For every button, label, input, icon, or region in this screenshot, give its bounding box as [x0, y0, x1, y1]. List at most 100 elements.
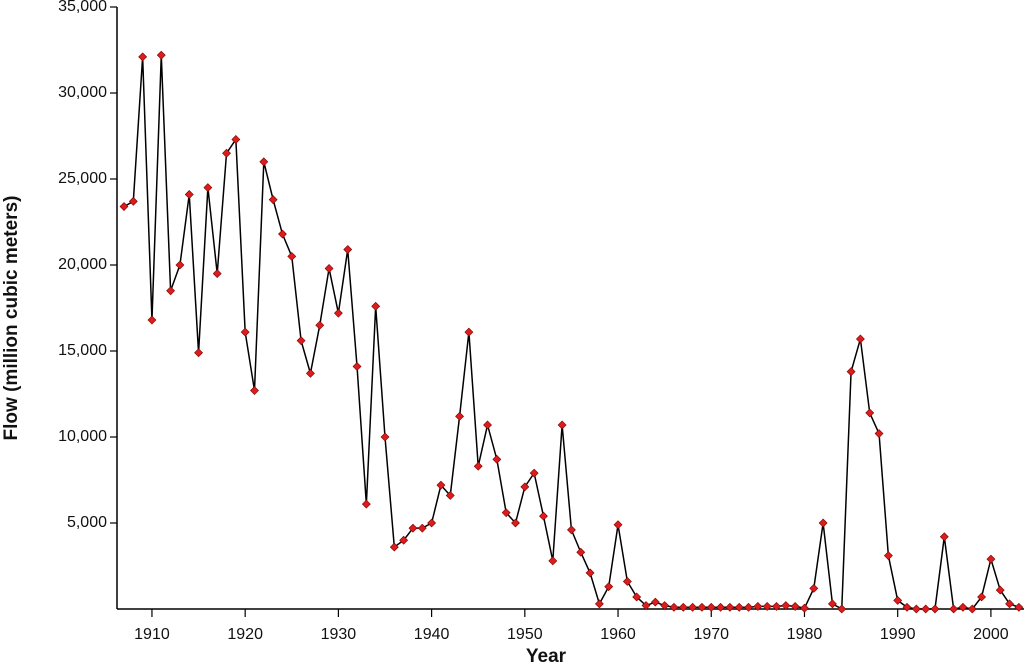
marker [222, 148, 231, 158]
marker [800, 603, 809, 613]
marker [483, 420, 492, 430]
marker [203, 183, 213, 193]
marker [567, 525, 576, 535]
y-axis-title: Flow (million cubic meters) [1, 196, 22, 441]
marker [660, 601, 670, 610]
marker [548, 556, 558, 566]
marker [175, 260, 185, 270]
marker [194, 348, 203, 358]
marker [166, 286, 176, 296]
marker [585, 568, 595, 578]
marker [250, 386, 259, 395]
marker [855, 334, 865, 344]
marker [911, 604, 921, 614]
marker [278, 229, 287, 239]
y-tick-label: 30,000 [58, 84, 107, 101]
marker [231, 135, 241, 144]
marker [455, 411, 464, 421]
marker [893, 595, 903, 605]
marker [473, 461, 483, 471]
x-tick-label: 1930 [321, 626, 357, 643]
marker [343, 245, 353, 254]
marker [1005, 599, 1014, 609]
marker [380, 432, 390, 442]
marker [809, 583, 819, 593]
marker [725, 602, 735, 612]
x-tick-label: 1950 [507, 626, 543, 643]
x-axis-title: Year [526, 646, 567, 667]
marker [828, 599, 837, 609]
marker [315, 320, 325, 330]
marker [287, 251, 297, 261]
marker [464, 327, 474, 337]
marker [706, 602, 716, 612]
marker [511, 518, 520, 528]
marker [669, 602, 679, 612]
marker [921, 604, 931, 614]
marker [436, 480, 446, 490]
marker [417, 523, 427, 533]
x-tick-label: 1990 [880, 626, 916, 643]
marker [501, 508, 511, 518]
marker [781, 601, 791, 610]
marker [156, 50, 166, 60]
marker [650, 597, 660, 607]
marker [594, 599, 604, 609]
marker [184, 190, 194, 199]
marker [977, 592, 987, 602]
marker [138, 52, 148, 62]
marker [529, 468, 539, 478]
marker [678, 602, 688, 612]
marker [371, 301, 381, 311]
marker [333, 308, 343, 318]
marker [790, 601, 800, 611]
marker [837, 604, 847, 614]
x-tick-label: 2000 [973, 626, 1009, 643]
x-tick-label: 1940 [414, 626, 450, 643]
marker [622, 577, 632, 586]
marker [902, 602, 912, 612]
marker [846, 367, 856, 377]
marker [119, 202, 129, 211]
marker [539, 511, 548, 521]
marker [268, 195, 278, 205]
marker [306, 368, 315, 378]
x-tick-label: 1920 [227, 626, 263, 643]
y-tick-label: 10,000 [58, 428, 107, 445]
marker [324, 264, 334, 273]
marker [930, 604, 940, 614]
marker [716, 602, 726, 612]
marker [259, 157, 269, 167]
marker [128, 196, 138, 206]
x-tick-label: 1980 [787, 626, 823, 643]
marker [772, 601, 781, 611]
marker [818, 518, 828, 528]
y-tick-label: 25,000 [58, 170, 107, 187]
y-tick-label: 35,000 [58, 0, 107, 15]
y-tick-label: 20,000 [58, 256, 107, 273]
x-tick-label: 1960 [600, 626, 636, 643]
marker [427, 518, 437, 528]
marker [296, 336, 306, 346]
marker [1014, 602, 1024, 612]
marker [688, 602, 698, 612]
marker [240, 327, 250, 337]
marker [557, 420, 567, 430]
marker [753, 601, 763, 611]
x-tick-label: 1910 [134, 626, 170, 643]
marker [520, 482, 530, 492]
marker [408, 523, 418, 533]
marker [762, 601, 772, 611]
marker [744, 602, 753, 612]
marker [949, 604, 959, 614]
marker [883, 551, 893, 561]
marker [445, 491, 455, 500]
marker [874, 429, 884, 438]
marker [604, 582, 614, 592]
marker [986, 554, 996, 564]
marker [492, 454, 502, 464]
y-tick-label: 5,000 [67, 514, 107, 531]
marker [641, 601, 651, 610]
marker [399, 535, 409, 545]
